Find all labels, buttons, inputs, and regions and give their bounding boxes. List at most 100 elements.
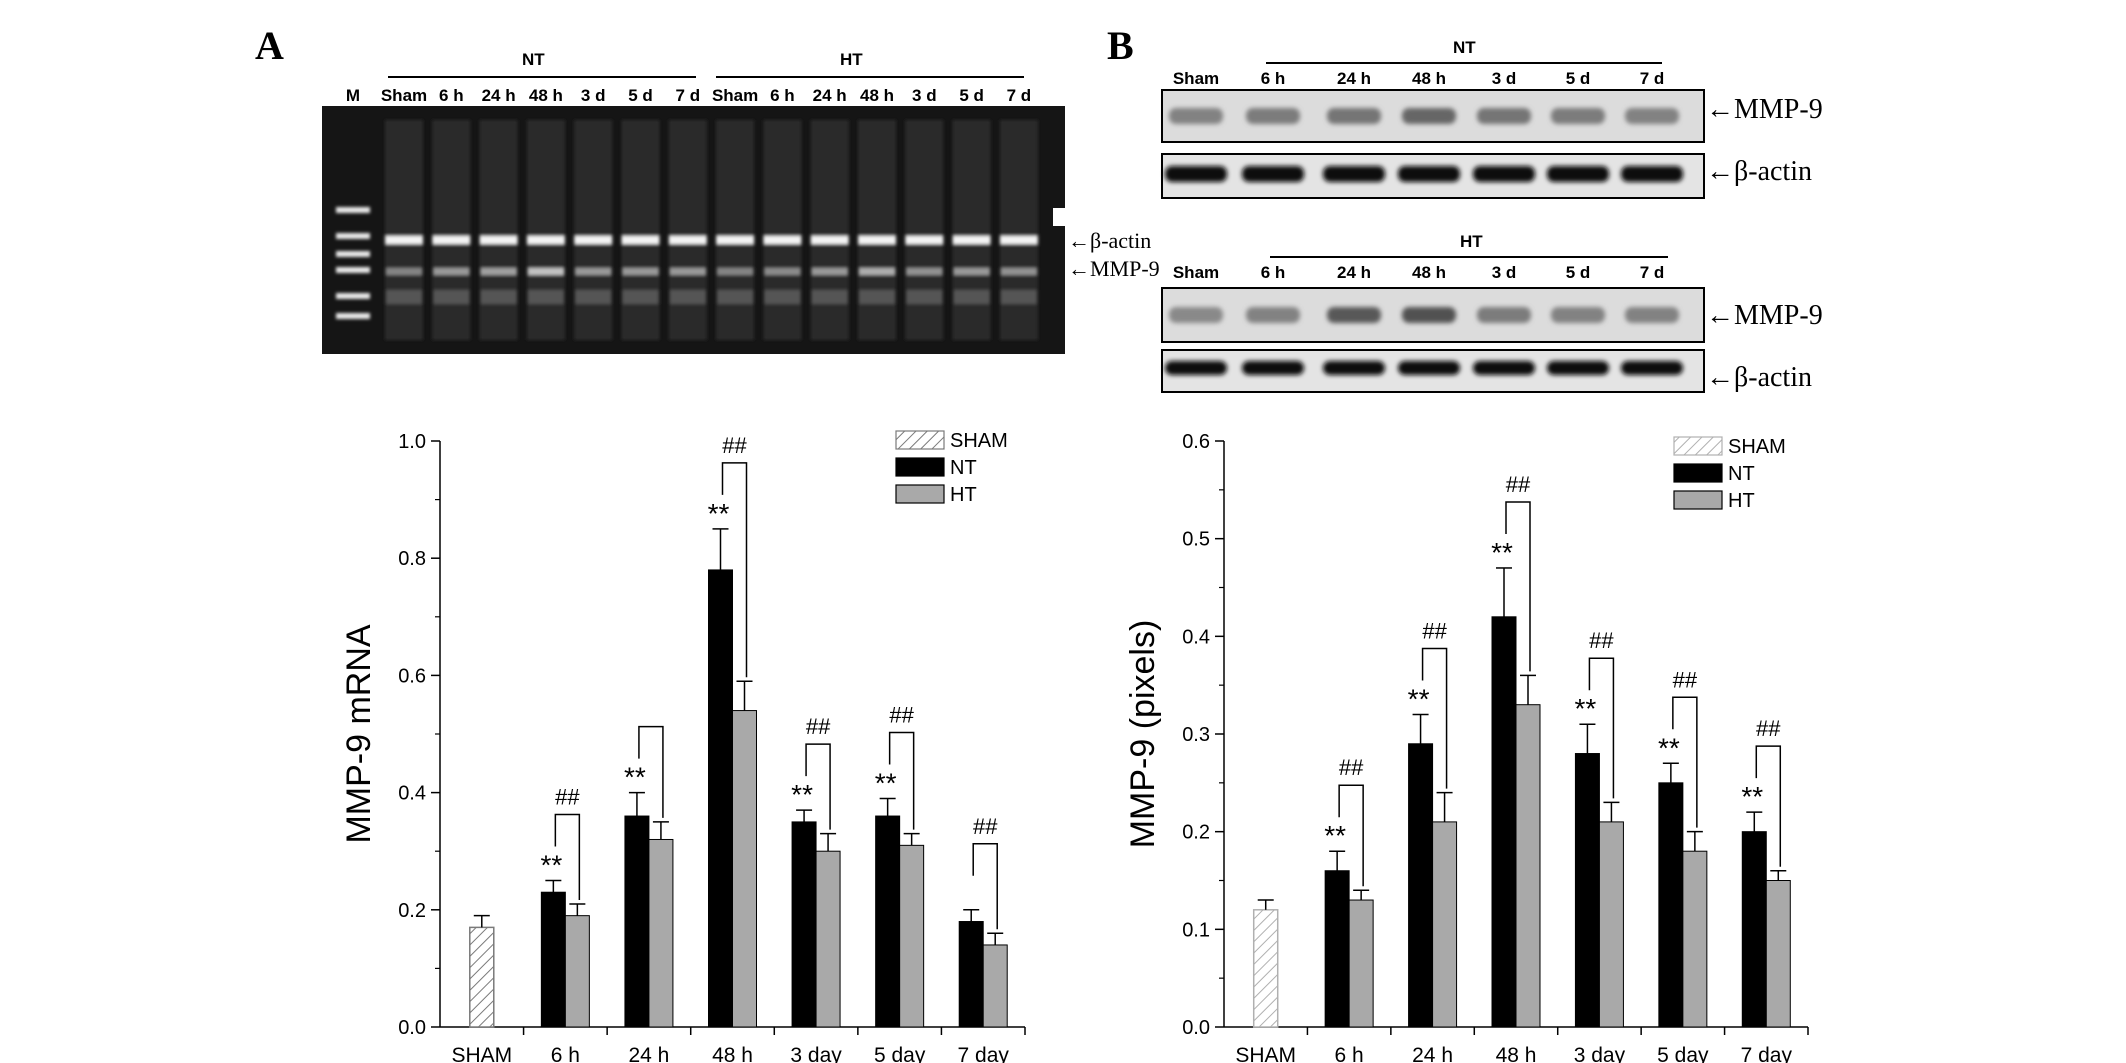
blot-ht-lane-label: 6 h <box>1261 263 1286 282</box>
comparison-bracket <box>1588 657 1615 799</box>
legend-swatch <box>895 484 945 504</box>
blot-nt-actin-band <box>1323 166 1385 182</box>
gel-lane-label: 5 d <box>959 86 984 105</box>
gel-low-band <box>953 290 990 304</box>
bar-ht <box>564 915 590 1028</box>
y-tick-label: 0.4 <box>1182 626 1210 648</box>
comparison-bracket <box>972 843 998 930</box>
comparison-bracket <box>1755 745 1782 867</box>
blot-ht-lane-label: 3 d <box>1492 263 1517 282</box>
bar-ht <box>1432 821 1458 1028</box>
y-tick-label: 0.6 <box>398 665 426 687</box>
y-tick-label: 0.0 <box>398 1017 426 1039</box>
gel-actin-band <box>999 236 1038 244</box>
blot-ht-actin-marker: ←β-actin <box>1706 362 1812 393</box>
gel-mmp9-band <box>433 268 470 275</box>
bar-ht <box>1765 880 1791 1028</box>
blot-ht-line <box>1270 256 1668 258</box>
significance-stars: ** <box>540 850 562 881</box>
significance-stars: ** <box>1408 683 1430 714</box>
gel-lane-label: 48 h <box>529 86 563 105</box>
y-tick-label: 0.1 <box>1182 919 1210 941</box>
blot-ht-mmp9-band <box>1246 307 1300 323</box>
significance-stars: ** <box>1491 537 1513 568</box>
bar-ht <box>982 944 1008 1028</box>
blot-nt-mmp9-band <box>1169 108 1223 124</box>
gel-actin-band <box>858 236 896 244</box>
gel-mmp9-band <box>811 268 848 275</box>
gel-ladder-band <box>336 251 370 257</box>
y-tick-label: 0.8 <box>398 548 426 570</box>
gel-actin-band <box>810 236 849 244</box>
blot-ht-mmp9-band <box>1402 307 1456 323</box>
comparison-bracket <box>554 813 581 900</box>
significance-stars: ** <box>1658 732 1680 763</box>
gel-mmp9-band <box>859 268 895 275</box>
significance-stars: ** <box>875 767 897 798</box>
hash-marks: ## <box>555 785 580 810</box>
gel-actin-band <box>574 236 613 244</box>
blot-nt-mmp9-band <box>1402 108 1456 124</box>
comparison-bracket <box>805 743 831 830</box>
legend-label: SHAM <box>950 430 1008 452</box>
blot-nt-lane-label: 7 d <box>1640 69 1665 88</box>
bar-nt <box>1574 753 1600 1028</box>
gel-lane-label: 24 h <box>813 86 847 105</box>
gel-low-band <box>717 290 754 304</box>
comparison-bracket <box>638 725 664 818</box>
legend-label: SHAM <box>1728 436 1786 458</box>
blot-nt-line <box>1266 62 1662 64</box>
blot-ht-mmp9-band <box>1625 307 1679 323</box>
gel-lane-label: 3 d <box>912 86 937 105</box>
legend-swatch <box>1673 490 1723 510</box>
blot-ht-actin-band <box>1473 361 1535 375</box>
gel-lane-label: 3 d <box>581 86 606 105</box>
x-tick-label: 24 h <box>1412 1044 1453 1063</box>
bar-nt <box>624 815 650 1028</box>
blot-nt-lane-label: 3 d <box>1492 69 1517 88</box>
blot-nt-mmp9-band <box>1246 108 1300 124</box>
gel-low-band <box>527 290 564 304</box>
blot-ht-lane-label: 5 d <box>1566 263 1591 282</box>
blot-ht-actin-band <box>1165 361 1227 375</box>
gel-group-ht-label: HT <box>840 50 863 69</box>
blot-ht-actin-band <box>1621 361 1683 375</box>
gel-mmp9-band <box>953 268 990 275</box>
gel-ladder-band <box>336 207 370 213</box>
gel-lane-label: Sham <box>712 86 758 105</box>
gel-low-band <box>669 290 706 304</box>
gel-mmp9-band <box>622 268 659 275</box>
gel-group-nt-line <box>388 76 696 78</box>
hash-marks: ## <box>973 814 998 839</box>
chart-a-mmp9-mrna: 0.0 0.2 0.4 0.6 0.8 1.0 MMP-9 mRNA SHAM 6 h ** ## 2… <box>340 430 1026 1063</box>
significance-stars: ** <box>708 498 730 529</box>
significance-stars: ** <box>1575 693 1597 724</box>
hash-marks: ## <box>1673 667 1698 692</box>
blot-ht-mmp9-marker: ←MMP-9 <box>1706 300 1823 331</box>
hash-marks: ## <box>1339 755 1364 780</box>
blot-nt-lane-label: 5 d <box>1566 69 1591 88</box>
blot-ht-mmp9-band <box>1327 307 1381 323</box>
bar-nt <box>958 921 984 1028</box>
gel-panel: M Sham 6 h 24 h 48 h 3 d 5 d 7 d Sham 6 h 24 h 48 h… <box>322 86 1067 354</box>
bar-nt <box>791 821 817 1028</box>
x-tick-label: 5 day <box>874 1044 926 1063</box>
gel-ladder-band <box>336 233 370 239</box>
hash-marks: ## <box>1589 628 1614 653</box>
legend-label: NT <box>950 457 977 479</box>
x-tick-label: SHAM <box>1235 1044 1296 1063</box>
gel-low-band <box>811 290 848 304</box>
blot-nt-mmp9-band <box>1477 108 1531 124</box>
bar-ht <box>1598 821 1624 1028</box>
gel-mmp9-band <box>1000 268 1037 275</box>
comparison-bracket <box>1505 501 1531 672</box>
bar-nt <box>1324 870 1350 1028</box>
gel-actin-band <box>432 236 471 244</box>
blot-ht-mmp9-band <box>1169 307 1223 323</box>
y-tick-label: 1.0 <box>398 431 426 453</box>
gel-actin-band <box>952 236 991 244</box>
y-tick-label: 0.0 <box>1182 1017 1210 1039</box>
bar-ht <box>815 850 841 1028</box>
blot-ht-lane-label: 7 d <box>1640 263 1665 282</box>
x-tick-label: 6 h <box>551 1044 580 1063</box>
